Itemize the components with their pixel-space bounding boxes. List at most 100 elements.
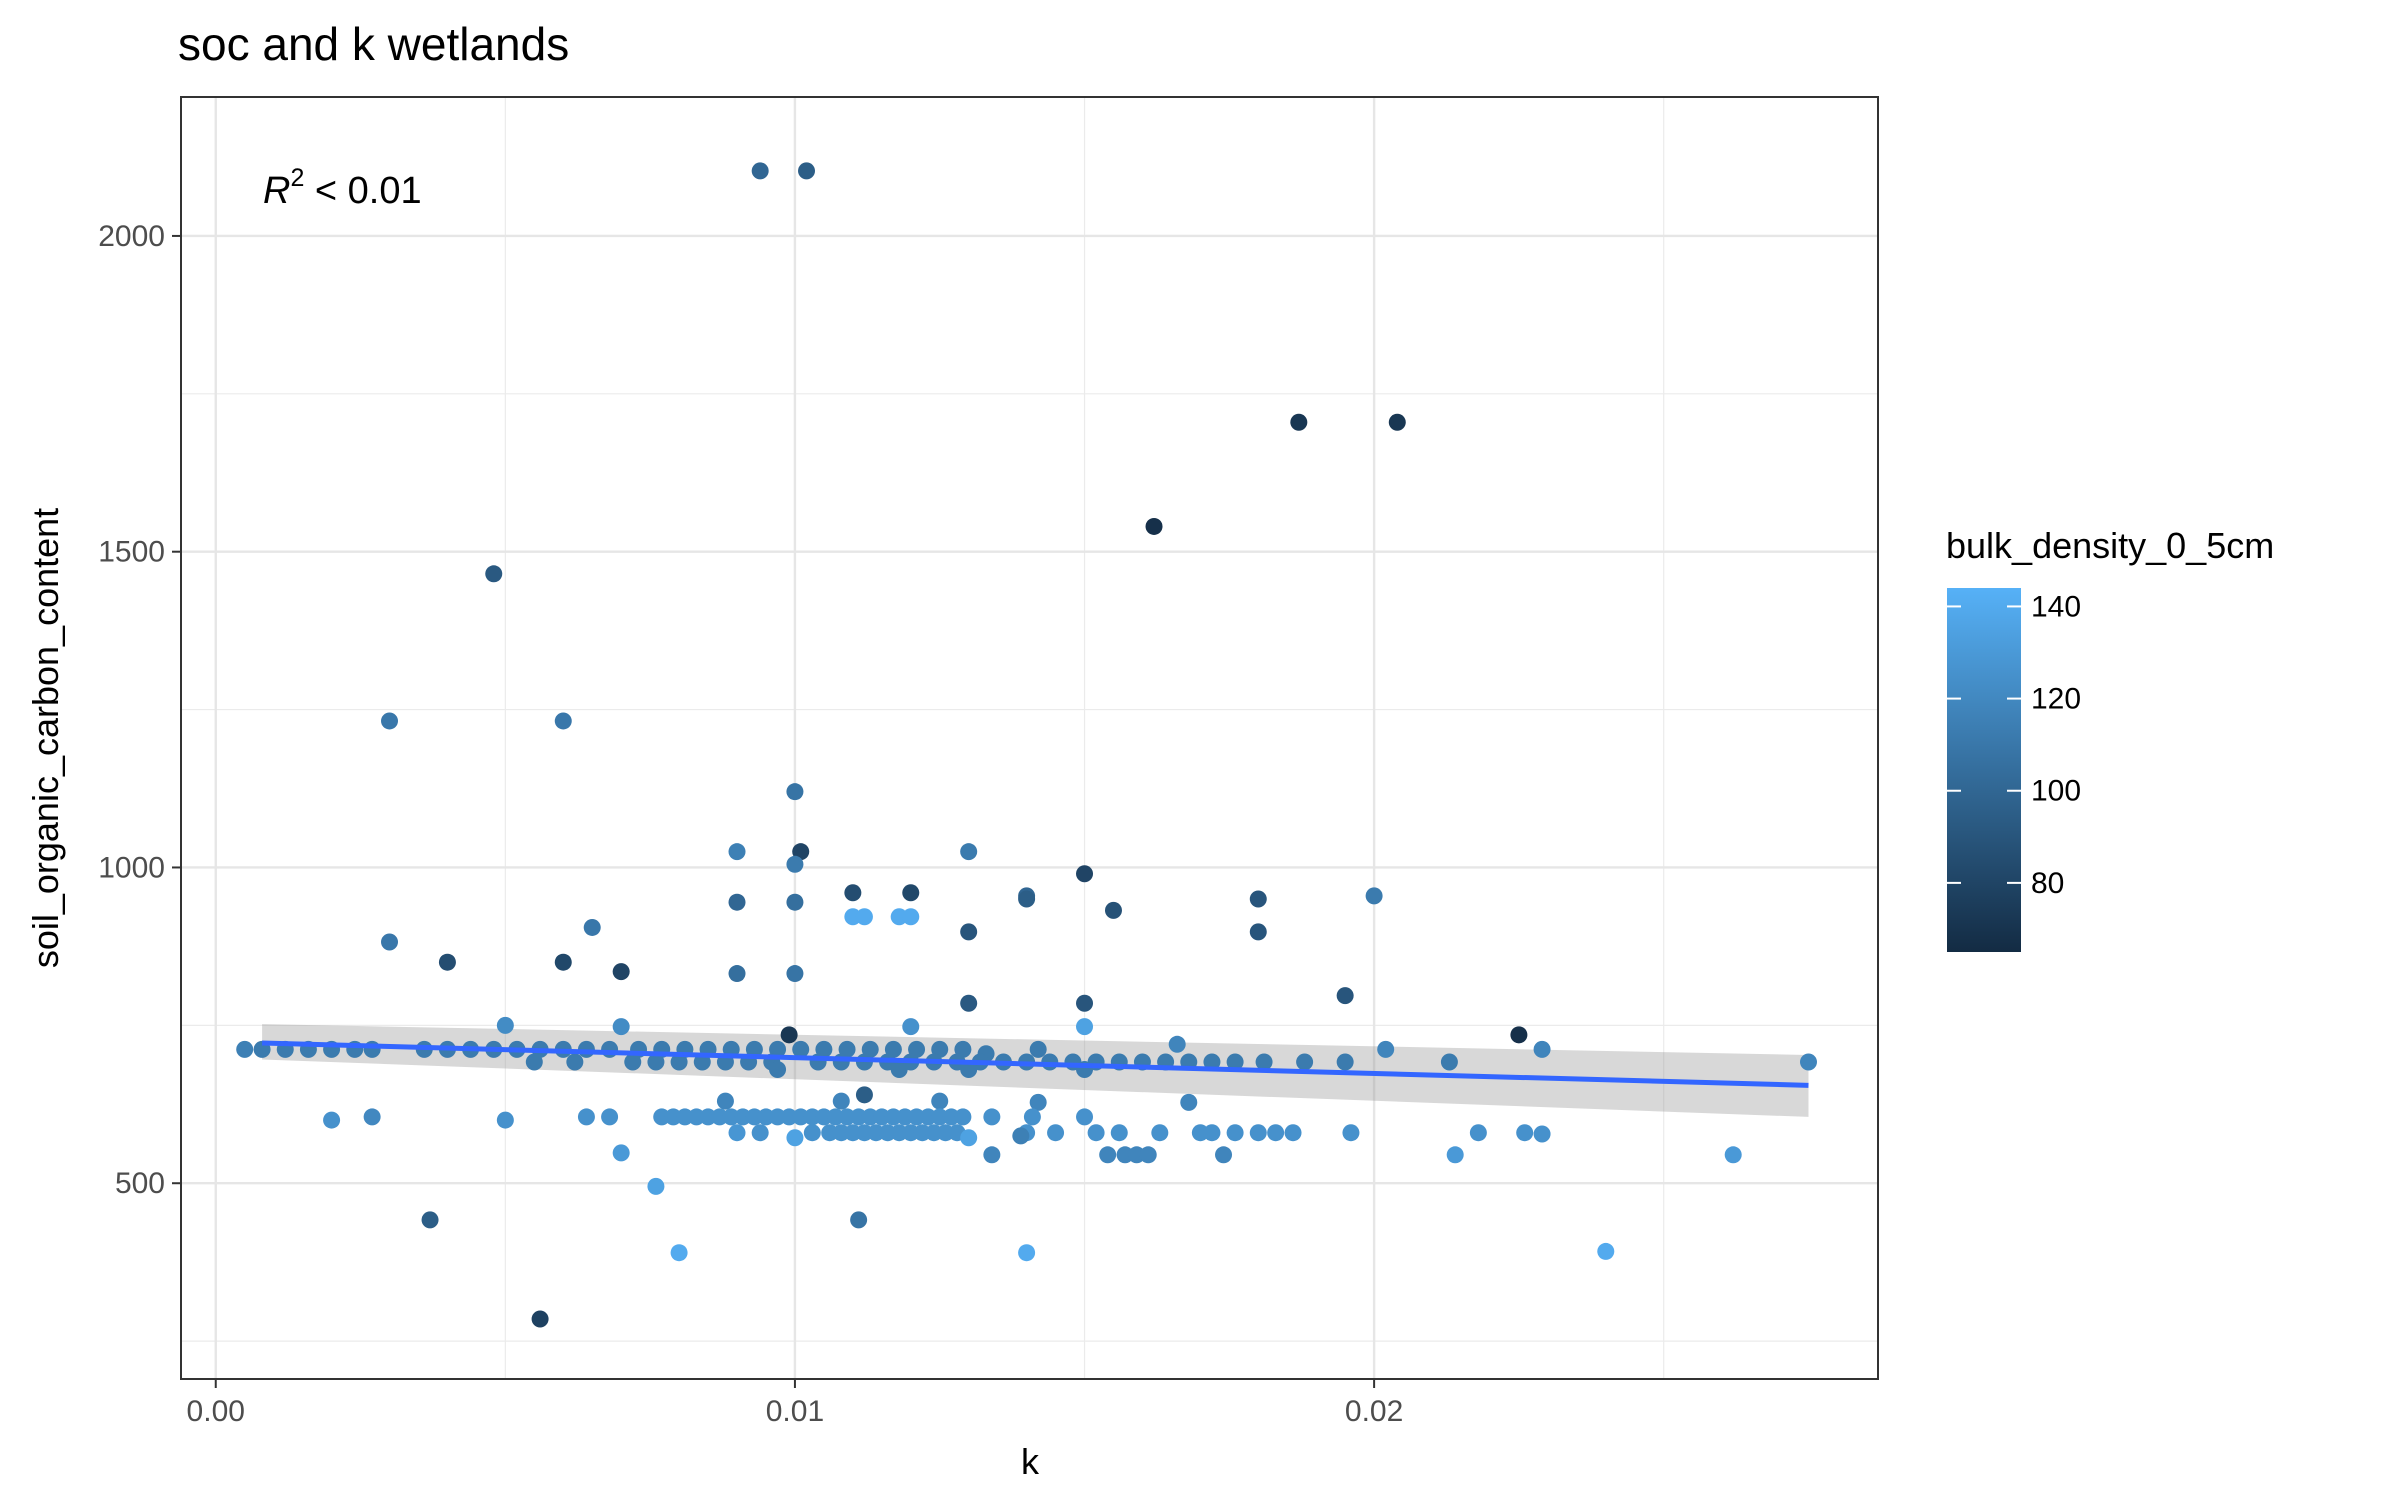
data-point bbox=[496, 1111, 514, 1129]
data-point bbox=[786, 1129, 804, 1147]
data-point bbox=[728, 965, 746, 983]
data-point bbox=[1365, 887, 1383, 905]
data-point bbox=[832, 1053, 850, 1071]
r-squared-annotation: R2 < 0.01 bbox=[263, 164, 422, 212]
x-tick-label: 0.02 bbox=[1345, 1395, 1403, 1428]
data-point bbox=[612, 963, 630, 981]
data-point bbox=[1533, 1040, 1551, 1058]
r-squared-value: < 0.01 bbox=[304, 170, 421, 212]
data-point bbox=[1388, 413, 1406, 431]
data-point bbox=[1290, 413, 1308, 431]
y-axis: 500 1000 1500 2000 bbox=[98, 220, 181, 1200]
data-point bbox=[844, 884, 862, 902]
y-tick-label: 1500 bbox=[98, 536, 165, 569]
plot-panel bbox=[181, 97, 1878, 1379]
data-point bbox=[954, 1040, 972, 1058]
chart-title: soc and k wetlands bbox=[178, 18, 569, 70]
data-point bbox=[960, 994, 978, 1012]
confidence-band-layer bbox=[262, 1024, 1809, 1117]
data-point bbox=[363, 1108, 381, 1126]
data-point bbox=[792, 843, 810, 861]
trend-line bbox=[262, 1040, 1809, 1088]
data-point bbox=[531, 1310, 549, 1328]
confidence-band bbox=[262, 1024, 1809, 1117]
data-point bbox=[745, 1040, 763, 1058]
data-point bbox=[902, 1018, 920, 1036]
data-point bbox=[1145, 517, 1163, 535]
data-point bbox=[960, 1061, 978, 1079]
y-tick-label: 2000 bbox=[98, 220, 165, 253]
data-point bbox=[931, 1040, 949, 1058]
data-point bbox=[1249, 1124, 1267, 1142]
y-axis-title: soil_organic_carbon_content bbox=[25, 508, 66, 968]
data-point bbox=[751, 1124, 769, 1142]
data-point bbox=[1203, 1053, 1221, 1071]
color-legend: bulk_density_0_5cm 80 100 120 140 bbox=[1946, 525, 2274, 952]
data-point bbox=[381, 712, 399, 730]
data-point bbox=[1047, 1124, 1065, 1142]
data-point bbox=[612, 1144, 630, 1162]
data-point bbox=[601, 1040, 619, 1058]
data-point bbox=[1076, 1108, 1094, 1126]
data-point bbox=[1533, 1125, 1551, 1143]
data-point bbox=[577, 1108, 595, 1126]
data-point bbox=[1076, 1018, 1094, 1036]
data-point bbox=[525, 1053, 543, 1071]
data-point bbox=[1139, 1146, 1157, 1164]
data-point bbox=[1446, 1146, 1464, 1164]
data-point bbox=[1284, 1124, 1302, 1142]
data-point bbox=[716, 1092, 734, 1110]
data-point bbox=[554, 953, 572, 971]
data-point bbox=[1076, 865, 1094, 883]
data-point bbox=[960, 923, 978, 941]
legend-tick-label: 140 bbox=[2031, 590, 2081, 623]
data-point bbox=[485, 565, 503, 583]
data-point bbox=[438, 953, 456, 971]
y-tick-label: 1000 bbox=[98, 851, 165, 884]
data-point bbox=[554, 712, 572, 730]
legend-ticks: 80 100 120 140 bbox=[1947, 590, 2081, 900]
x-tick-label: 0.01 bbox=[766, 1395, 824, 1428]
y-tick-label: 500 bbox=[115, 1167, 165, 1200]
data-point bbox=[601, 1108, 619, 1126]
data-point bbox=[983, 1108, 1001, 1126]
data-point bbox=[670, 1244, 688, 1262]
data-point bbox=[1724, 1146, 1742, 1164]
legend-tick-label: 120 bbox=[2031, 683, 2081, 716]
r-squared-letter: R bbox=[263, 170, 290, 212]
data-point bbox=[931, 1092, 949, 1110]
data-point bbox=[908, 1040, 926, 1058]
data-point bbox=[1510, 1026, 1528, 1044]
data-point bbox=[612, 1018, 630, 1036]
data-point bbox=[1336, 987, 1354, 1005]
data-point bbox=[803, 1124, 821, 1142]
data-point bbox=[1076, 994, 1094, 1012]
data-point bbox=[855, 908, 873, 926]
data-point bbox=[1215, 1146, 1233, 1164]
data-point bbox=[1226, 1124, 1244, 1142]
data-point bbox=[1018, 890, 1036, 908]
data-point bbox=[1110, 1124, 1128, 1142]
data-point bbox=[1249, 923, 1267, 941]
trend-layer bbox=[262, 1040, 1809, 1088]
data-point bbox=[647, 1053, 665, 1071]
legend-colorbar bbox=[1947, 588, 2021, 952]
data-point bbox=[798, 162, 816, 180]
data-point bbox=[890, 1061, 908, 1079]
data-point bbox=[960, 843, 978, 861]
data-point bbox=[815, 1040, 833, 1058]
data-point bbox=[1469, 1124, 1487, 1142]
data-point bbox=[1377, 1040, 1395, 1058]
data-point bbox=[1203, 1124, 1221, 1142]
data-point bbox=[902, 908, 920, 926]
data-point bbox=[902, 884, 920, 902]
data-point bbox=[1799, 1053, 1817, 1071]
data-point bbox=[1516, 1124, 1534, 1142]
data-point bbox=[1012, 1127, 1030, 1145]
data-point bbox=[1296, 1053, 1314, 1071]
data-point bbox=[670, 1053, 688, 1071]
data-point bbox=[1440, 1053, 1458, 1071]
x-axis-title: k bbox=[1021, 1441, 1040, 1482]
legend-title: bulk_density_0_5cm bbox=[1946, 525, 2274, 566]
